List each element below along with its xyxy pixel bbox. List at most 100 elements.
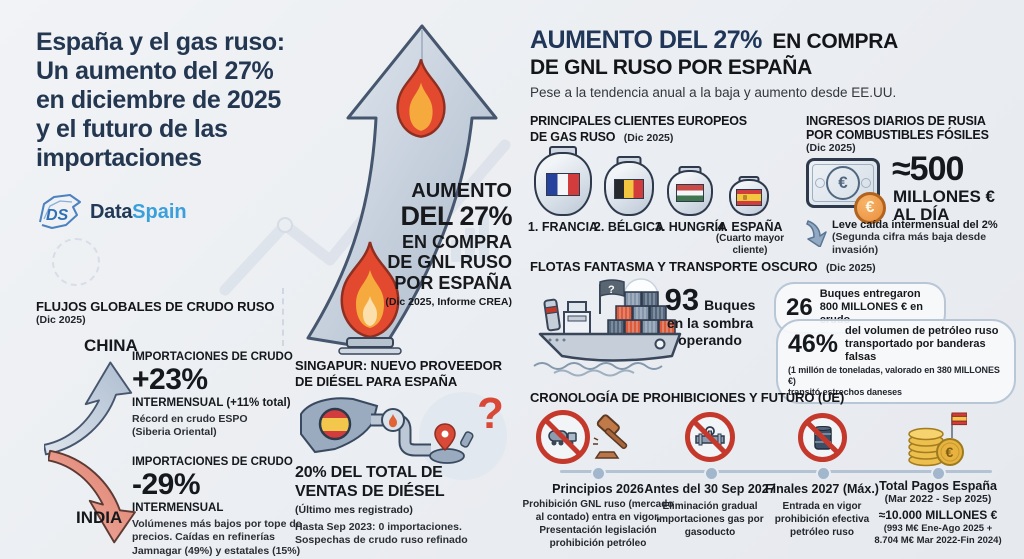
china-label: CHINA xyxy=(84,336,138,355)
client-label-hungary: 3. HUNGRÍA xyxy=(654,220,728,234)
hungary-flag-icon xyxy=(676,184,704,202)
singapore-heading-l2: DE DIÉSEL PARA ESPAÑA xyxy=(295,373,458,389)
china-caption: INTERMENSUAL (+11% total) xyxy=(132,397,291,409)
china-kicker: IMPORTACIONES DE CRUDO xyxy=(132,351,293,363)
center-callout: AUMENTO DEL 27% EN COMPRA DE GNL RUSO PO… xyxy=(352,180,512,308)
decor-divider xyxy=(282,288,284,346)
timeline-dot-3 xyxy=(816,466,831,481)
ships-l2: en la sombra xyxy=(666,315,754,331)
right-header: AUMENTO DEL 27% EN COMPRA DE GNL RUSO PO… xyxy=(530,26,1010,100)
brand-name-primary: Data xyxy=(90,200,133,223)
fleet-section-heading: FLOTAS FANTASMA Y TRANSPORTE OSCURO (Dic… xyxy=(530,258,876,276)
milestone4-breakdown-l2: 8.704 M€ Mar 2022-Fin 2024) xyxy=(874,535,1002,547)
callout-line: EN COMPRA xyxy=(401,231,512,252)
shadow-ships-stat: 93 Buques en la sombra operando xyxy=(650,284,770,349)
ban-lng-truck-icon xyxy=(536,410,590,464)
milestone4-breakdown-l1: (993 M€ Ene-Ago 2025 + xyxy=(883,522,993,534)
revenue-heading-l2: POR COMBUSTIBLES FÓSILES xyxy=(806,128,989,142)
clients-heading-l1: PRINCIPALES CLIENTES EUROPEOS xyxy=(530,114,747,128)
singapore-note: Hasta Sep 2023: 0 importaciones. Sospech… xyxy=(295,521,475,548)
bubble2-value: 46% xyxy=(788,330,839,359)
singapore-stat-l2: VENTAS DE DIÉSEL xyxy=(295,482,445,500)
timeline-heading: CRONOLOGÍA DE PROHIBICIONES Y FUTURO (UE… xyxy=(530,390,845,405)
revenue-unit-l2: AL DÍA xyxy=(893,205,950,224)
china-stats: IMPORTACIONES DE CRUDO +23% INTERMENSUAL… xyxy=(132,351,302,440)
milestone4-value: ≈10.000 MILLONES € xyxy=(878,508,998,523)
india-label: INDIA xyxy=(76,508,123,527)
milestone4-breakdown: (993 M€ Ene-Ago 2025 + 8.704 M€ Mar 2022… xyxy=(860,523,1016,548)
logo-monogram: DS xyxy=(46,207,69,224)
client-note-spain: (Cuarto mayor cliente) xyxy=(705,233,795,257)
callout-line: DEL 27% xyxy=(400,201,512,231)
ban-oil-barrel-icon xyxy=(798,413,847,462)
timeline-axis xyxy=(560,470,992,473)
fleet-bubble-2: 46% del volumen de petróleo ruso transpo… xyxy=(776,319,1016,405)
ships-value: 93 xyxy=(664,282,700,317)
milestone3-date: Finales 2027 (Máx.) xyxy=(765,482,879,496)
bubble2-l4: transitó estrechos daneses xyxy=(788,387,902,398)
milestone4-date: Total Pagos España xyxy=(879,479,997,493)
brand-name-secondary: Spain xyxy=(132,200,187,223)
callout-line: AUMENTO xyxy=(411,180,512,202)
brand-logo: DS DataSpain xyxy=(36,192,187,232)
revenue-section-heading: INGRESOS DIARIOS DE RUSIA POR COMBUSTIBL… xyxy=(806,114,989,154)
ships-l3: operando xyxy=(678,331,742,348)
india-note: Volúmenes más bajos por tope de precios.… xyxy=(132,518,302,557)
bubble1-value: 26 xyxy=(786,293,813,321)
singapore-map-shape xyxy=(429,448,465,464)
china-value: +23% xyxy=(132,363,208,396)
gas-jar-belgium xyxy=(604,156,654,216)
clients-period: (Dic 2025) xyxy=(623,132,674,144)
bubble1-l1: Buques entregaron xyxy=(819,288,921,300)
ship-flag-question: ? xyxy=(608,284,615,296)
india-value: -29% xyxy=(132,468,201,501)
revenue-note-text: (Segunda cifra más baja desde invasión) xyxy=(832,231,987,257)
title-line: importaciones xyxy=(36,144,202,172)
client-note-l1: (Cuarto mayor xyxy=(715,233,785,244)
timeline-dot-4 xyxy=(931,466,946,481)
china-note: Récord en crudo ESPO (Siberia Oriental) xyxy=(132,413,302,440)
callout-source: (Dic 2025, Informe CREA) xyxy=(385,296,512,309)
clients-section-heading: PRINCIPALES CLIENTES EUROPEOS DE GAS RUS… xyxy=(530,114,747,146)
callout-line: DE GNL RUSO xyxy=(387,252,512,273)
bubble2-l3: (1 millón de toneladas, valorado en 380 … xyxy=(788,364,1000,386)
milestone4-block: Total Pagos España (Mar 2022 - Sep 2025)… xyxy=(860,479,1016,548)
right-header-subtitle: Pese a la tendencia anual a la baja y au… xyxy=(530,85,897,100)
crude-flows-period: (Dic 2025) xyxy=(36,314,86,326)
client-label-spain: 4. ESPAÑA xyxy=(717,220,783,234)
small-decline-arrow-icon xyxy=(806,220,827,247)
ship-flag-icon xyxy=(599,279,625,298)
dataspain-logo-icon: DS xyxy=(39,194,81,229)
milestone3-desc: Entrada en vigor prohibición efectiva pe… xyxy=(774,501,870,538)
arrow-down-icon xyxy=(48,449,136,544)
milestone2-desc: Eliminación gradual importaciones gas po… xyxy=(656,501,764,538)
bubble2-l2: transportado por banderas falsas xyxy=(845,338,986,364)
ban-pipeline-icon xyxy=(685,412,735,462)
spain-flag-icon xyxy=(736,189,762,206)
belgium-flag-icon xyxy=(614,178,644,199)
singapore-heading-l1: SINGAPUR: NUEVO PROVEEDOR xyxy=(295,358,502,373)
euro-coin-icon: € xyxy=(854,192,886,224)
india-kicker: IMPORTACIONES DE CRUDO xyxy=(132,456,293,468)
ships-unit: Buques xyxy=(704,297,756,313)
right-header-accent: AUMENTO DEL 27% xyxy=(530,26,762,54)
revenue-value: ≈500 xyxy=(892,150,964,188)
callout-line: POR ESPAÑA xyxy=(394,272,512,293)
flame-burner-icon xyxy=(338,241,402,355)
china-note-l2: (Siberia Oriental) xyxy=(132,426,217,439)
title-line: Un aumento del 27% xyxy=(36,57,274,85)
gavel-icon xyxy=(593,414,628,459)
revenue-note: Leve caída intermensual del 2% (Segunda … xyxy=(832,219,1017,258)
india-caption: INTERMENSUAL xyxy=(132,502,224,514)
ghost-ship-illustration: ? xyxy=(533,278,682,377)
revenue-unit-l1: MILLONES € xyxy=(893,187,996,206)
singapore-note-l2: Sospechas de crudo ruso refinado xyxy=(295,534,468,547)
title-line: y el futuro de las xyxy=(36,115,228,143)
singapore-stat-l1: 20% DEL TOTAL DE xyxy=(295,464,443,481)
milestone4-range: (Mar 2022 - Sep 2025) xyxy=(884,493,992,506)
timeline-dot-2 xyxy=(704,466,719,481)
fleet-period: (Dic 2025) xyxy=(826,262,876,274)
milestone1-date: Principios 2026 xyxy=(552,482,644,496)
coin-euro-symbol: € xyxy=(946,444,954,460)
